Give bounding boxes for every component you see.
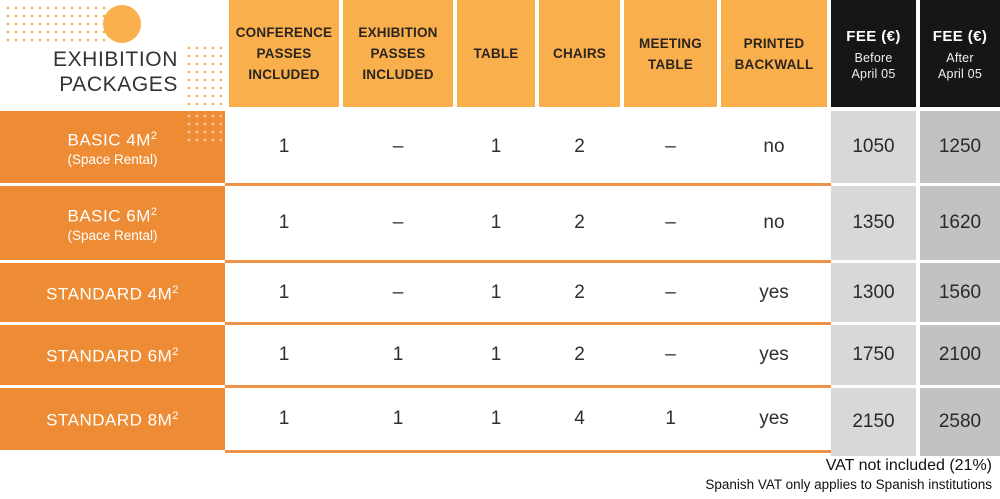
row-separator [225, 322, 831, 325]
cell-std4-table: 1 [490, 281, 502, 303]
cell-std4-exhibition: – [392, 281, 404, 303]
cell-std8-backwall: yes [759, 408, 789, 429]
cell-basic4-exhibition: – [392, 136, 404, 157]
cell-basic4-fee-after: 1250 [920, 111, 1000, 183]
cell-std8-chairs: 4 [574, 408, 585, 429]
row-label-standard-4m: STANDARD 4M2 [0, 263, 225, 322]
cell-basic6-chairs: 2 [574, 212, 585, 233]
cell-basic6-meeting: – [665, 212, 676, 233]
row-label-text: STANDARD 4M2 [46, 283, 179, 304]
page-title-line1: EXHIBITION [52, 48, 178, 71]
page-title: EXHIBITION PACKAGES [0, 47, 178, 97]
header-cell-printed-backwall: PRINTED BACKWALL [721, 0, 827, 107]
cell-std6-backwall: yes [759, 344, 789, 365]
cell-std8-fee-after: 2580 [920, 388, 1000, 456]
cell-std6-exhibition: 1 [392, 344, 404, 365]
cell-basic4-chairs: 2 [574, 136, 585, 157]
cell-std8-meeting: 1 [665, 408, 676, 429]
fee-before-subtitle1: Before [854, 50, 893, 65]
row-label-standard-8m: STANDARD 8M2 [0, 388, 225, 450]
cell-std4-conference: 1 [278, 281, 290, 303]
cell-std4-fee-after: 1560 [920, 263, 1000, 322]
cell-std4-backwall: yes [759, 281, 789, 303]
cell-basic4-fee-before: 1050 [831, 111, 916, 183]
row-label-text: BASIC 4M2 [67, 130, 158, 150]
fee-before-subtitle2: April 05 [851, 66, 896, 81]
dot-grid-beside-title [185, 44, 222, 107]
row-label-subtitle: (Space Rental) [67, 227, 158, 243]
row-label-text: STANDARD 6M2 [46, 346, 179, 366]
cell-std8-conference: 1 [278, 408, 290, 429]
vat-note-line2: Spanish VAT only applies to Spanish inst… [705, 477, 992, 492]
cell-basic4-meeting: – [665, 136, 676, 157]
fee-after-title: FEE (€) [932, 27, 988, 45]
row-label-standard-6m: STANDARD 6M2 [0, 325, 225, 385]
cell-std4-meeting: – [665, 281, 676, 303]
row-separator [225, 260, 831, 263]
row-label-subtitle: (Space Rental) [67, 151, 158, 167]
header-cell-conference-passes: CONFERENCE PASSES INCLUDED [229, 0, 339, 107]
cell-basic4-conference: 1 [278, 136, 290, 157]
cell-basic6-backwall: no [763, 212, 785, 233]
row-label-text: BASIC 6M2 [67, 206, 158, 226]
orange-circle [103, 5, 141, 43]
cell-std4-chairs: 2 [574, 281, 585, 303]
cell-basic4-table: 1 [490, 136, 502, 157]
row-separator [225, 183, 831, 186]
cell-std6-fee-before: 1750 [831, 325, 916, 385]
cell-basic6-table: 1 [490, 212, 502, 233]
header-cell-table: TABLE [457, 0, 535, 107]
header-cell-fee-before: FEE (€) Before April 05 [831, 0, 916, 107]
dot-grid-top-left [4, 4, 106, 44]
dot-grid-on-row [185, 112, 222, 142]
cell-basic6-fee-after: 1620 [920, 186, 1000, 260]
row-label-basic-6m: BASIC 6M2 (Space Rental) [0, 186, 225, 260]
fee-before-title: FEE (€) [846, 27, 901, 45]
fee-after-subtitle1: After [946, 50, 974, 65]
cell-std8-exhibition: 1 [392, 408, 404, 429]
cell-std6-conference: 1 [278, 344, 290, 365]
row-separator [225, 385, 831, 388]
page-title-line2: PACKAGES [59, 73, 178, 96]
cell-std8-fee-before: 2150 [831, 388, 916, 456]
row-separator [225, 450, 831, 453]
header-cell-exhibition-passes: EXHIBITION PASSES INCLUDED [343, 0, 453, 107]
cell-std6-meeting: – [665, 344, 676, 365]
header-cell-chairs: CHAIRS [539, 0, 620, 107]
cell-basic6-conference: 1 [278, 212, 290, 233]
cell-std4-fee-before: 1300 [831, 263, 916, 322]
cell-basic6-exhibition: – [392, 212, 404, 233]
cell-std6-chairs: 2 [574, 344, 585, 365]
vat-note-line1: VAT not included (21%) [825, 457, 992, 474]
cell-basic6-fee-before: 1350 [831, 186, 916, 260]
header-cell-fee-after: FEE (€) After April 05 [920, 0, 1000, 107]
cell-std6-table: 1 [490, 344, 502, 365]
vat-note: VAT not included (21%) Spanish VAT only … [705, 455, 992, 493]
cell-basic4-backwall: no [763, 136, 785, 157]
row-label-text: STANDARD 8M2 [46, 410, 179, 430]
cell-std6-fee-after: 2100 [920, 325, 1000, 385]
header-cell-meeting-table: MEETING TABLE [624, 0, 717, 107]
cell-std8-table: 1 [490, 408, 502, 429]
fee-after-subtitle2: April 05 [938, 66, 982, 81]
